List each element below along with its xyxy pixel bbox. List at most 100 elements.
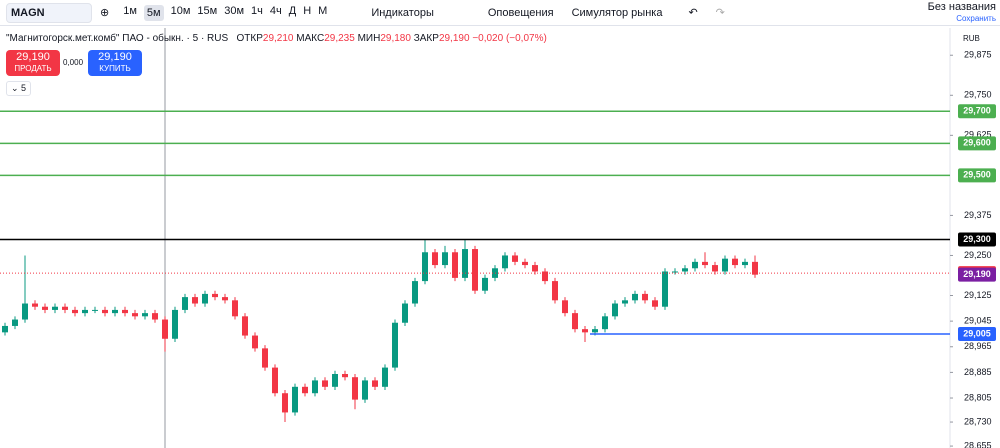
candle-body — [182, 297, 188, 310]
candle-body — [62, 306, 68, 310]
candle-body — [662, 271, 668, 307]
price-tag-label: 29,700 — [963, 106, 991, 116]
sell-price: 29,190 — [16, 51, 50, 63]
collapse[interactable]: ⌄ 5 — [6, 81, 32, 96]
price-tag-label: 29,300 — [963, 234, 991, 244]
indicators[interactable]: Индикаторы — [371, 6, 434, 19]
candle-body — [632, 293, 638, 301]
candle-body — [142, 313, 148, 317]
interval[interactable]: М — [318, 4, 328, 17]
candle-body — [462, 249, 468, 278]
currency[interactable]: RUB — [963, 34, 980, 43]
add-symbol[interactable]: ⊕ — [100, 7, 110, 19]
interval[interactable]: 10м — [170, 4, 191, 17]
candle-body — [352, 377, 358, 400]
candle-body — [682, 268, 688, 272]
candle-body — [152, 313, 158, 320]
candle-body — [52, 306, 58, 310]
collapse-count: 5 — [21, 83, 27, 93]
candle-body — [692, 261, 698, 269]
buy-button[interactable]: 29,190 КУПИТЬ — [88, 50, 142, 76]
candle-body — [32, 303, 38, 307]
candle-body — [232, 300, 238, 317]
candle-body — [112, 309, 118, 314]
candle-body — [12, 319, 18, 326]
price-tag — [958, 267, 996, 282]
candle-body — [552, 281, 558, 301]
y-tick-label: 29,045 — [964, 316, 992, 326]
price-tag — [958, 326, 996, 341]
y-tick-label: 29,250 — [964, 250, 992, 260]
layout[interactable]: Без названия Сохранить — [928, 2, 996, 24]
spread: 0,000 — [63, 58, 84, 67]
price-tag-label: 29,190 — [963, 269, 991, 279]
y-tick-label: 29,875 — [964, 50, 992, 60]
interval[interactable]: 1ч — [251, 4, 263, 17]
interval[interactable]: 4ч — [269, 4, 282, 17]
candle-body — [732, 258, 738, 266]
buy-price: 29,190 — [98, 51, 132, 63]
y-tick-label: 29,125 — [964, 290, 992, 300]
candle-body — [202, 293, 208, 304]
interval[interactable]: 15м — [197, 4, 218, 17]
sell-button[interactable]: 29,190 ПРОДАТЬ — [6, 50, 60, 76]
y-tick-label: 28,965 — [964, 341, 992, 351]
candle-body — [572, 313, 578, 330]
candle-body — [422, 252, 428, 282]
candle-body — [482, 277, 488, 291]
candle-body — [522, 261, 528, 266]
candle-body — [272, 367, 278, 394]
price-tag-label: 29,600 — [963, 138, 991, 148]
candle-body — [472, 249, 478, 291]
candle-body — [372, 380, 378, 387]
price-tag-label: 29,195 — [963, 267, 991, 277]
candle-body — [92, 309, 98, 311]
candle-body — [602, 316, 608, 330]
close: 29,190 — [438, 33, 470, 44]
interval[interactable]: 30м — [224, 4, 245, 17]
interval[interactable]: 5м — [143, 4, 164, 21]
price-tag — [958, 266, 996, 281]
price-tag — [958, 168, 996, 183]
change: −0,020 (−0,07%) — [472, 33, 547, 44]
save[interactable]: Сохранить — [956, 14, 996, 23]
candle-body — [492, 268, 498, 278]
y-tick-label: 29,375 — [964, 210, 992, 220]
candle-body — [162, 319, 168, 339]
symbol[interactable]: MAGN — [6, 2, 92, 23]
candle-body — [192, 297, 198, 304]
simulator[interactable]: Симулятор рынка — [571, 6, 663, 19]
low-label: МИН — [357, 33, 381, 44]
interval[interactable]: Н — [303, 4, 312, 17]
interval[interactable]: Д — [288, 4, 297, 17]
candle-body — [502, 255, 508, 269]
close-label: ЗАКР — [413, 33, 439, 44]
candle-body — [212, 293, 218, 298]
candle-body — [332, 373, 338, 387]
candle-body — [82, 309, 88, 314]
price-tag — [958, 232, 996, 247]
candle-body — [652, 300, 658, 307]
sell-label: ПРОДАТЬ — [14, 64, 52, 73]
candle-body — [282, 393, 288, 413]
candle-body — [362, 380, 368, 400]
open: 29,210 — [262, 33, 294, 44]
undo[interactable]: ↶ — [688, 7, 698, 19]
instrument: "Магнитогорск.мет.комб" ПАО - обыкн. · 5… — [6, 33, 229, 44]
interval[interactable]: 1м — [123, 4, 137, 17]
price-tag-label: 29,500 — [963, 170, 991, 180]
price-tag-label: 29,005 — [963, 328, 991, 338]
y-tick-label: 29,750 — [964, 90, 992, 100]
alerts[interactable]: Оповещения — [487, 6, 554, 19]
candle-body — [132, 313, 138, 317]
open-label: ОТКР — [236, 33, 263, 44]
candle-body — [242, 316, 248, 336]
candle-body — [312, 380, 318, 394]
redo[interactable]: ↷ — [715, 7, 725, 19]
candle-body — [262, 348, 268, 368]
candle-body — [292, 386, 298, 413]
candle-body — [442, 252, 448, 266]
intervals: 1м 5м 10м 15м 30м 1ч 4ч Д Н М — [123, 4, 328, 21]
